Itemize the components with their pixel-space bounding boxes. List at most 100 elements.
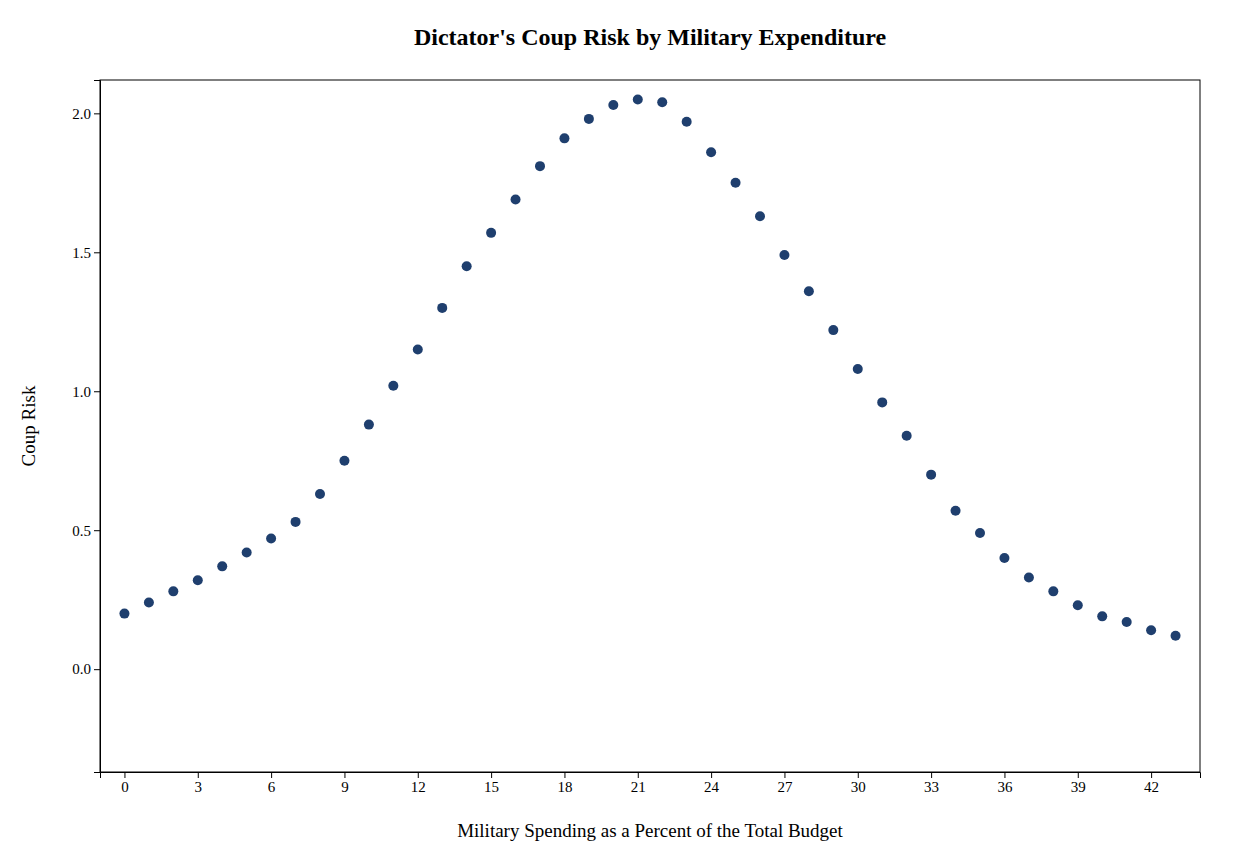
- x-tick-label: 27: [777, 779, 793, 795]
- y-tick-label: 1.0: [72, 384, 91, 400]
- x-tick: 42: [1144, 772, 1159, 795]
- y-tick-mark: [94, 669, 100, 670]
- x-tick-mark: [491, 772, 492, 778]
- point: [584, 114, 594, 124]
- point: [339, 456, 349, 466]
- point: [511, 195, 521, 205]
- point: [1122, 617, 1132, 627]
- point: [291, 517, 301, 527]
- y-tick-mark: [94, 391, 100, 392]
- point: [217, 561, 227, 571]
- x-tick-mark: [271, 772, 272, 778]
- points: [119, 94, 1180, 640]
- point: [608, 100, 618, 110]
- x-tick: 12: [411, 772, 426, 795]
- y-axis-line: [94, 81, 101, 773]
- x-tick-mark: [124, 772, 125, 778]
- x-tick-mark: [858, 772, 859, 778]
- x-tick-mark: [711, 772, 712, 778]
- point: [1171, 631, 1181, 641]
- point: [951, 506, 961, 516]
- x-tick: 33: [924, 772, 939, 795]
- point: [462, 261, 472, 271]
- point: [926, 470, 936, 480]
- x-tick-mark: [198, 772, 199, 778]
- x-tick-mark: [784, 772, 785, 778]
- point: [706, 147, 716, 157]
- x-tick-label: 30: [851, 779, 866, 795]
- x-tick-label: 6: [268, 779, 276, 795]
- x-tick-label: 39: [1071, 779, 1086, 795]
- point: [828, 325, 838, 335]
- point: [559, 133, 569, 143]
- point: [755, 211, 765, 221]
- y-tick-label: 2.0: [72, 106, 91, 122]
- x-tick: 39: [1071, 772, 1086, 795]
- point: [731, 178, 741, 188]
- x-tick-mark: [564, 772, 565, 778]
- y-tick: 1.5: [72, 245, 100, 261]
- x-axis-line: [101, 773, 1201, 779]
- x-tick-mark: [638, 772, 639, 778]
- x-tick-label: 9: [341, 779, 349, 795]
- point: [853, 364, 863, 374]
- point: [779, 250, 789, 260]
- x-tick-label: 36: [997, 779, 1013, 795]
- y-axis: 0.0 0.5 1.0 1.5 2.0: [72, 81, 100, 773]
- point: [633, 94, 643, 104]
- x-axis: 03691215182124273033363942: [101, 772, 1201, 795]
- x-tick: 15: [484, 772, 499, 795]
- point: [266, 534, 276, 544]
- x-tick-label: 24: [704, 779, 720, 795]
- point: [657, 97, 667, 107]
- x-tick-label: 3: [195, 779, 203, 795]
- point: [877, 397, 887, 407]
- y-tick: 0.0: [72, 661, 100, 677]
- x-tick-label: 33: [924, 779, 939, 795]
- point: [975, 528, 985, 538]
- title: Dictator's Coup Risk by Military Expendi…: [414, 24, 887, 50]
- chart: 036912151821242730333639420.00.51.01.52.…: [0, 0, 1240, 867]
- x-tick-label: 0: [121, 779, 129, 795]
- point: [1073, 600, 1083, 610]
- x-tick-mark: [1004, 772, 1005, 778]
- x-tick: 30: [851, 772, 866, 795]
- x-tick-mark: [1151, 772, 1152, 778]
- x-tick-label: 21: [631, 779, 646, 795]
- point: [1146, 625, 1156, 635]
- x-tick-label: 42: [1144, 779, 1159, 795]
- point: [413, 345, 423, 355]
- x-tick: 21: [631, 772, 646, 795]
- x-tick: 3: [195, 772, 203, 795]
- x-tick-label: 18: [557, 779, 572, 795]
- point: [364, 420, 374, 430]
- y-tick-label: 0.0: [72, 661, 91, 677]
- x-tick: 24: [704, 772, 720, 795]
- x-tick: 18: [557, 772, 572, 795]
- point: [119, 609, 129, 619]
- x-tick: 0: [121, 772, 129, 795]
- point: [388, 381, 398, 391]
- x-tick: 9: [341, 772, 349, 795]
- y-tick-label: 1.5: [72, 245, 91, 261]
- y-axis-title: Coup Risk: [18, 385, 39, 466]
- x-tick: 36: [997, 772, 1013, 795]
- point: [193, 575, 203, 585]
- point: [144, 597, 154, 607]
- x-tick-mark: [418, 772, 419, 778]
- x-tick-mark: [1078, 772, 1079, 778]
- point: [242, 547, 252, 557]
- point: [999, 553, 1009, 563]
- point: [486, 228, 496, 238]
- plot: 036912151821242730333639420.00.51.01.52.…: [72, 80, 1200, 795]
- y-tick-label: 0.5: [72, 523, 91, 539]
- x-tick: 27: [777, 772, 793, 795]
- x-tick-mark: [931, 772, 932, 778]
- y-tick-mark: [94, 530, 100, 531]
- point: [804, 286, 814, 296]
- y-tick-mark: [94, 252, 100, 253]
- y-tick: 0.5: [72, 523, 100, 539]
- point: [535, 161, 545, 171]
- plot-frame: [100, 80, 1200, 772]
- point: [1097, 611, 1107, 621]
